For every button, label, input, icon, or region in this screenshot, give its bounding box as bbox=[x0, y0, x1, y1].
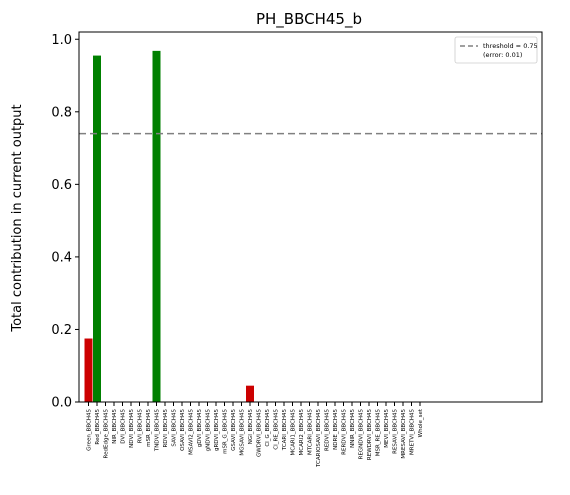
x-tick-label: mSR_G_BBCH45 bbox=[223, 409, 229, 454]
x-tick-label: MTCARI_BBCH45 bbox=[308, 409, 314, 456]
x-tick-label: RedEdge_BBCH45 bbox=[104, 409, 110, 459]
y-tick-label: 1.0 bbox=[51, 33, 72, 48]
x-tick-label: TCARIOSAVI_BBCH45 bbox=[316, 409, 322, 468]
x-tick-label: MRESAVI_BBCH45 bbox=[401, 409, 407, 459]
legend-box bbox=[454, 36, 538, 64]
x-tick-label: MEVI_BBCH45 bbox=[384, 409, 390, 448]
x-tick-label: MGSAVI_BBCH45 bbox=[240, 409, 246, 456]
x-tick-label: MSAVI2_BBCH45 bbox=[189, 409, 195, 455]
x-tick-label: gDVI_BBCH45 bbox=[197, 409, 203, 448]
x-tick-label: NDRE_BBCH45 bbox=[333, 409, 339, 450]
y-axis-label: Total contribution in current output bbox=[10, 104, 25, 332]
y-axis: 0.0 0.2 0.4 0.6 0.8 1.0 bbox=[51, 33, 79, 411]
x-tick-label: MCARI2_BBCH45 bbox=[299, 409, 305, 456]
x-tick-label: CI_RE_BBCH45 bbox=[274, 409, 280, 450]
x-tick-label: RDVI_BBCH45 bbox=[163, 409, 169, 448]
x-tick-label: REGNDVI_BBCH45 bbox=[359, 409, 365, 460]
x-tick-label: GWDRVI_BBCH45 bbox=[257, 409, 263, 458]
x-tick-label: NIR_BBCH45 bbox=[112, 409, 118, 444]
x-tick-label: RESAVI_BBCH45 bbox=[393, 408, 399, 453]
x-tick-label: TCARI_BBCH45 bbox=[282, 409, 288, 452]
x-tick-label: mSR_BBCH45 bbox=[146, 409, 152, 447]
plot-frame bbox=[78, 31, 543, 403]
x-tick-label: SAVI_BBCH45 bbox=[172, 409, 178, 447]
legend: threshold = 0.75 (error: 0.01) bbox=[454, 36, 538, 64]
x-tick-label: NDVI_BBCH45 bbox=[129, 409, 135, 448]
bar-NGI_BBCH45 bbox=[246, 385, 254, 402]
bar-Red_BBCH45 bbox=[93, 55, 101, 402]
x-tick-label: MRETVI_BBCH45 bbox=[410, 409, 416, 455]
bars-layer bbox=[84, 50, 254, 403]
x-tick-label: NGI_BBCH45 bbox=[248, 409, 254, 445]
x-tick-label: DVI_BBCH45 bbox=[121, 409, 127, 444]
x-tick-label: RVI_BBCH45 bbox=[138, 409, 144, 444]
legend-label-threshold: threshold = 0.75 bbox=[483, 42, 538, 50]
x-tick-label: MCARI1_BBCH45 bbox=[291, 409, 297, 456]
x-tick-label: RERDVI_BBCH45 bbox=[342, 409, 348, 455]
bar-TNDVI_BBCH45 bbox=[152, 50, 161, 403]
x-tick-label: Green_BBCH45 bbox=[87, 409, 93, 451]
x-tick-label: TNDVI_BBCH45 bbox=[155, 409, 161, 453]
y-tick-label: 0.8 bbox=[51, 105, 72, 120]
x-tick-label: REDVI_BBCH45 bbox=[325, 409, 331, 451]
x-tick-label: Whole_set bbox=[418, 408, 424, 437]
y-tick-label: 0.2 bbox=[51, 323, 72, 338]
y-tick-label: 0.0 bbox=[51, 396, 72, 411]
legend-label-error: (error: 0.01) bbox=[483, 51, 522, 59]
x-tick-label: OSAVI_BBCH45 bbox=[180, 409, 186, 451]
x-tick-label: gRDVI_BBCH45 bbox=[214, 409, 220, 452]
bar-Green_BBCH45 bbox=[84, 338, 93, 402]
x-axis: Green_BBCH45 Red_BBCH45 RedEdge_BBCH45 NIR_… bbox=[87, 402, 424, 468]
x-tick-label: GSAVI_BBCH45 bbox=[231, 409, 237, 451]
chart-title: PH_BBCH45_b bbox=[256, 10, 362, 29]
x-tick-label: REWDRVI_BBCH45 bbox=[367, 409, 373, 461]
y-tick-label: 0.6 bbox=[51, 178, 72, 193]
x-tick-label: gNDVI_BBCH45 bbox=[206, 409, 212, 452]
x-tick-label: NNIR_BBCH45 bbox=[350, 409, 356, 448]
y-tick-label: 0.4 bbox=[51, 250, 72, 265]
x-tick-label: MSR_RE_BBCH45 bbox=[376, 409, 382, 457]
x-tick-label: CI_G_BBCH45 bbox=[265, 409, 271, 447]
x-tick-label: Red_BBCH45 bbox=[95, 409, 101, 445]
